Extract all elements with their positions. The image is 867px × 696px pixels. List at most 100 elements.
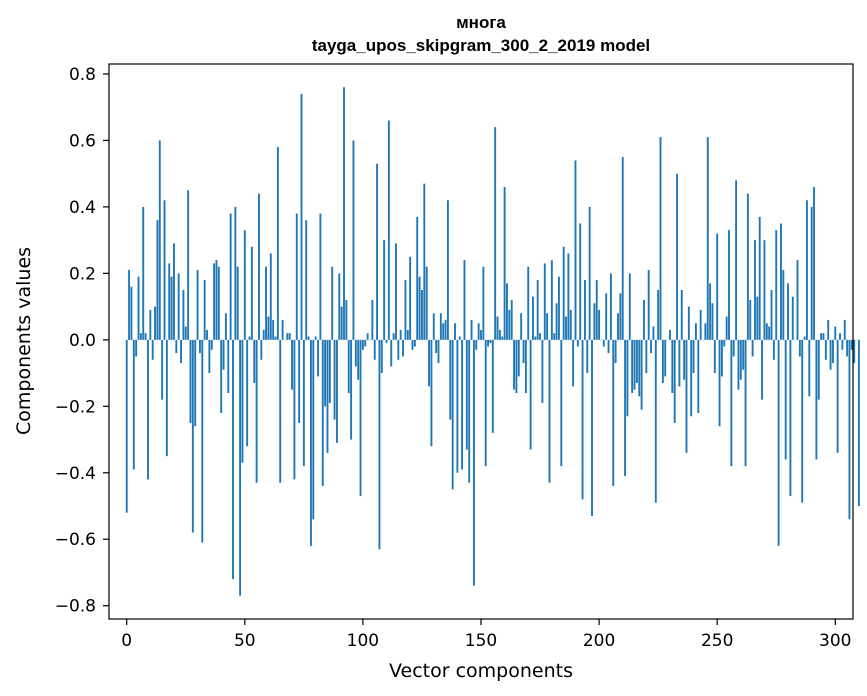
bar: [501, 336, 504, 340]
bar: [824, 339, 827, 360]
bar: [487, 339, 490, 347]
bar: [808, 339, 811, 397]
bar: [130, 286, 133, 340]
chart-subtitle: tayga_upos_skipgram_300_2_2019 model: [312, 36, 650, 55]
bar: [694, 323, 697, 340]
bar: [806, 200, 808, 340]
bar: [180, 339, 182, 364]
bar: [357, 339, 360, 380]
bar: [574, 160, 577, 340]
bar: [780, 223, 782, 340]
bar: [669, 329, 671, 340]
bar: [305, 220, 308, 340]
bar: [560, 339, 563, 467]
bar: [725, 316, 728, 340]
bar: [709, 283, 712, 340]
y-axis-label: Components values: [13, 247, 35, 435]
bar: [761, 339, 764, 400]
bar: [607, 339, 610, 354]
bar: [376, 163, 379, 340]
bar: [831, 339, 834, 364]
bar: [612, 339, 615, 487]
bar: [614, 339, 617, 364]
bar: [550, 260, 553, 340]
bar: [624, 339, 627, 477]
bar: [772, 339, 775, 360]
bar: [539, 333, 541, 340]
bar: [177, 273, 180, 340]
x-axis: 0 50 100 150 200 250 300: [121, 619, 852, 651]
bar: [770, 289, 773, 340]
bar: [595, 280, 598, 340]
bar: [385, 339, 388, 344]
bar: [541, 339, 544, 403]
bar: [546, 313, 549, 340]
bar: [784, 339, 787, 460]
y-tick-label: −0.8: [55, 597, 96, 617]
bar: [810, 206, 813, 340]
bar: [409, 256, 412, 340]
bar: [286, 333, 289, 340]
bar: [154, 306, 156, 340]
bar: [661, 339, 664, 384]
bar: [619, 293, 622, 340]
bar: [652, 326, 655, 340]
bar: [151, 339, 154, 360]
bar: [430, 339, 433, 447]
bar: [175, 339, 178, 354]
bar: [302, 339, 305, 467]
bar: [269, 253, 272, 340]
bar: [399, 329, 402, 340]
bar: [827, 319, 830, 340]
bar: [543, 263, 546, 340]
bar: [846, 339, 849, 357]
bar: [435, 339, 438, 354]
bar: [232, 339, 234, 580]
bar: [194, 339, 197, 427]
bar: [484, 339, 487, 467]
bar: [513, 339, 516, 390]
bar: [638, 339, 641, 397]
bar: [203, 280, 206, 340]
bar: [576, 339, 579, 347]
bar: [421, 289, 423, 340]
bar: [765, 323, 768, 340]
bar: [168, 263, 171, 340]
bar: [463, 260, 466, 340]
bar: [787, 283, 789, 340]
bar: [839, 333, 841, 340]
bar: [775, 230, 778, 340]
bar: [243, 230, 246, 340]
bar: [631, 339, 634, 394]
bar: [720, 339, 723, 377]
bar: [395, 243, 397, 340]
x-tick-label: 100: [347, 631, 379, 651]
bar: [569, 309, 572, 340]
bar: [359, 339, 362, 497]
bar: [602, 339, 605, 347]
bar: [742, 339, 745, 370]
bar: [815, 339, 818, 460]
bar: [198, 339, 201, 354]
bar: [456, 339, 459, 473]
bar: [857, 339, 860, 507]
bar: [437, 339, 440, 364]
bar: [371, 299, 374, 340]
bar: [628, 273, 631, 340]
bar: [335, 339, 338, 443]
x-tick-label: 250: [701, 631, 733, 651]
bar: [598, 309, 601, 340]
y-tick-label: −0.4: [55, 464, 96, 484]
bar: [472, 339, 475, 586]
bar: [470, 319, 473, 340]
bar: [224, 313, 227, 340]
bar: [454, 323, 456, 340]
bar: [475, 339, 478, 350]
x-tick-label: 0: [121, 631, 132, 651]
bar: [791, 296, 794, 340]
bar: [515, 339, 518, 394]
bar: [477, 323, 480, 340]
bar: [777, 339, 780, 546]
bar: [442, 323, 445, 340]
